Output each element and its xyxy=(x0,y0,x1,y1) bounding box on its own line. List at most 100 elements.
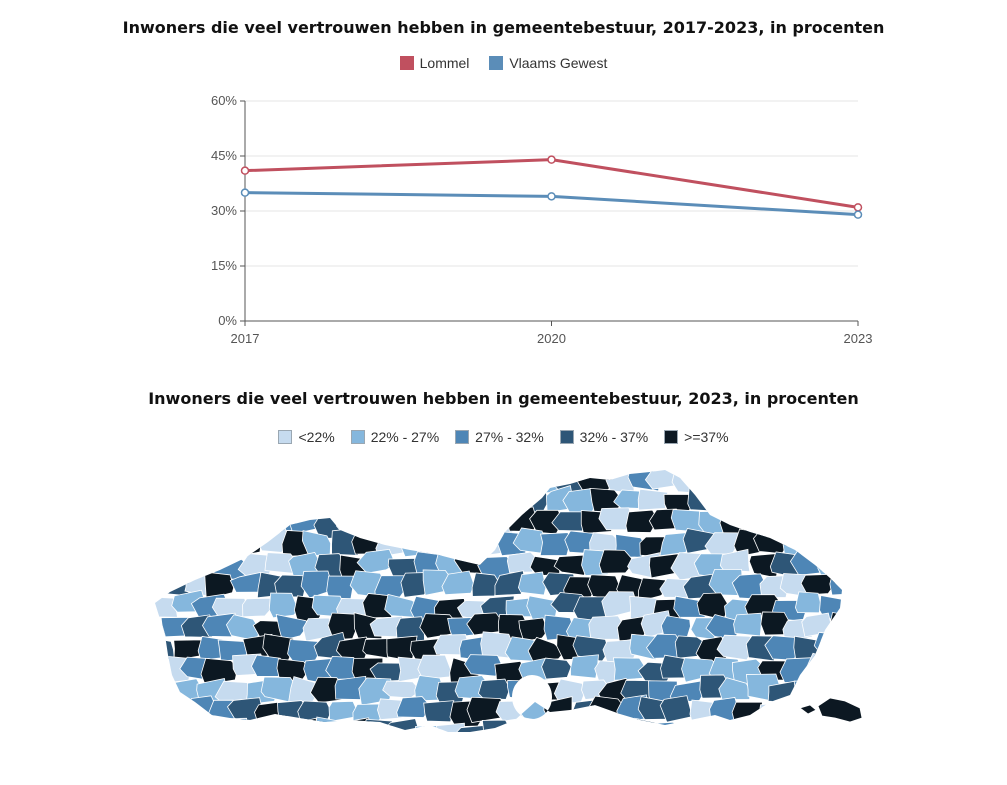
municipality[interactable] xyxy=(794,591,822,614)
municipality[interactable] xyxy=(659,695,694,723)
municipality[interactable] xyxy=(153,574,192,597)
municipality[interactable] xyxy=(637,577,671,603)
municipality[interactable] xyxy=(765,720,804,740)
municipality[interactable] xyxy=(370,487,404,514)
municipality[interactable] xyxy=(252,739,281,740)
municipality[interactable] xyxy=(539,532,571,556)
municipality[interactable] xyxy=(861,470,870,495)
municipality[interactable] xyxy=(781,527,815,556)
municipality[interactable] xyxy=(867,598,870,621)
municipality[interactable] xyxy=(784,489,817,516)
municipality[interactable] xyxy=(779,657,815,685)
municipality[interactable] xyxy=(313,716,346,740)
municipality[interactable] xyxy=(463,654,503,677)
municipality[interactable] xyxy=(423,700,455,723)
municipality[interactable] xyxy=(839,634,870,657)
municipality[interactable] xyxy=(150,470,176,494)
municipality[interactable] xyxy=(625,509,659,533)
municipality[interactable] xyxy=(837,509,870,537)
municipality[interactable] xyxy=(459,470,494,496)
municipality[interactable] xyxy=(312,470,347,493)
municipality[interactable] xyxy=(468,492,505,516)
municipality[interactable] xyxy=(809,532,843,558)
map-legend-item[interactable]: 27% - 32% xyxy=(455,429,544,445)
municipality[interactable] xyxy=(624,717,662,739)
municipality[interactable] xyxy=(500,721,535,740)
municipality[interactable] xyxy=(264,552,300,574)
municipality[interactable] xyxy=(216,717,249,740)
municipality[interactable] xyxy=(718,677,751,700)
municipality[interactable] xyxy=(429,470,468,491)
municipality[interactable] xyxy=(416,527,456,553)
municipality[interactable] xyxy=(151,724,184,740)
municipality[interactable] xyxy=(217,511,249,537)
municipality[interactable] xyxy=(200,657,239,686)
municipality[interactable] xyxy=(709,488,741,517)
municipality[interactable] xyxy=(806,652,837,676)
municipality[interactable] xyxy=(838,551,870,577)
municipality[interactable] xyxy=(671,470,704,494)
municipality[interactable] xyxy=(831,739,864,740)
municipality[interactable] xyxy=(493,493,528,517)
municipality[interactable] xyxy=(441,570,475,596)
municipality[interactable] xyxy=(517,571,547,596)
municipality[interactable] xyxy=(428,506,462,532)
municipality[interactable] xyxy=(850,617,870,644)
municipality[interactable] xyxy=(694,470,733,494)
data-point-lommel[interactable] xyxy=(240,166,250,175)
municipality[interactable] xyxy=(829,572,865,596)
data-point-lommel[interactable] xyxy=(547,155,556,164)
municipality[interactable] xyxy=(161,485,191,507)
municipality[interactable] xyxy=(177,534,213,558)
municipality[interactable] xyxy=(338,470,369,487)
municipality[interactable] xyxy=(202,490,236,517)
municipality[interactable] xyxy=(242,597,272,618)
municipality[interactable] xyxy=(287,470,320,493)
municipality[interactable] xyxy=(413,471,442,496)
municipality[interactable] xyxy=(541,739,572,740)
municipality[interactable] xyxy=(854,574,870,596)
municipality[interactable] xyxy=(855,493,870,512)
municipality[interactable] xyxy=(598,549,636,574)
municipality[interactable] xyxy=(380,509,414,536)
municipality[interactable] xyxy=(758,702,792,724)
municipality[interactable] xyxy=(733,612,762,637)
municipality[interactable] xyxy=(157,698,191,726)
municipality[interactable] xyxy=(581,720,611,740)
municipality[interactable] xyxy=(481,719,513,740)
municipality[interactable] xyxy=(756,487,790,509)
municipality[interactable] xyxy=(396,696,432,718)
municipality[interactable] xyxy=(801,612,833,638)
municipality[interactable] xyxy=(453,509,486,529)
municipality[interactable] xyxy=(836,677,870,699)
municipality[interactable] xyxy=(543,696,573,723)
municipality[interactable] xyxy=(570,654,599,679)
municipality[interactable] xyxy=(832,656,865,682)
municipality[interactable] xyxy=(673,717,709,740)
municipality[interactable] xyxy=(854,656,870,677)
municipality[interactable] xyxy=(353,490,389,514)
municipality[interactable] xyxy=(495,700,529,722)
data-point-vlaams-gewest[interactable] xyxy=(547,192,556,201)
municipality[interactable] xyxy=(352,737,382,740)
municipality[interactable] xyxy=(356,548,397,574)
municipality[interactable] xyxy=(794,720,830,740)
municipality[interactable] xyxy=(303,489,335,515)
municipality[interactable] xyxy=(232,490,265,513)
municipality[interactable] xyxy=(174,552,201,579)
municipality[interactable] xyxy=(708,739,742,740)
municipality[interactable] xyxy=(189,720,223,740)
municipality[interactable] xyxy=(541,657,572,680)
municipality[interactable] xyxy=(557,720,587,740)
municipality[interactable] xyxy=(612,657,648,681)
municipality[interactable] xyxy=(716,470,749,489)
municipality[interactable] xyxy=(201,612,237,638)
municipality[interactable] xyxy=(449,488,483,509)
municipality[interactable] xyxy=(321,493,357,515)
municipality[interactable] xyxy=(358,470,394,493)
municipality[interactable] xyxy=(165,470,201,496)
municipality[interactable] xyxy=(817,509,854,536)
municipality[interactable] xyxy=(817,697,863,723)
legend-item-lommel[interactable]: Lommel xyxy=(399,55,469,71)
municipality[interactable] xyxy=(818,470,855,496)
